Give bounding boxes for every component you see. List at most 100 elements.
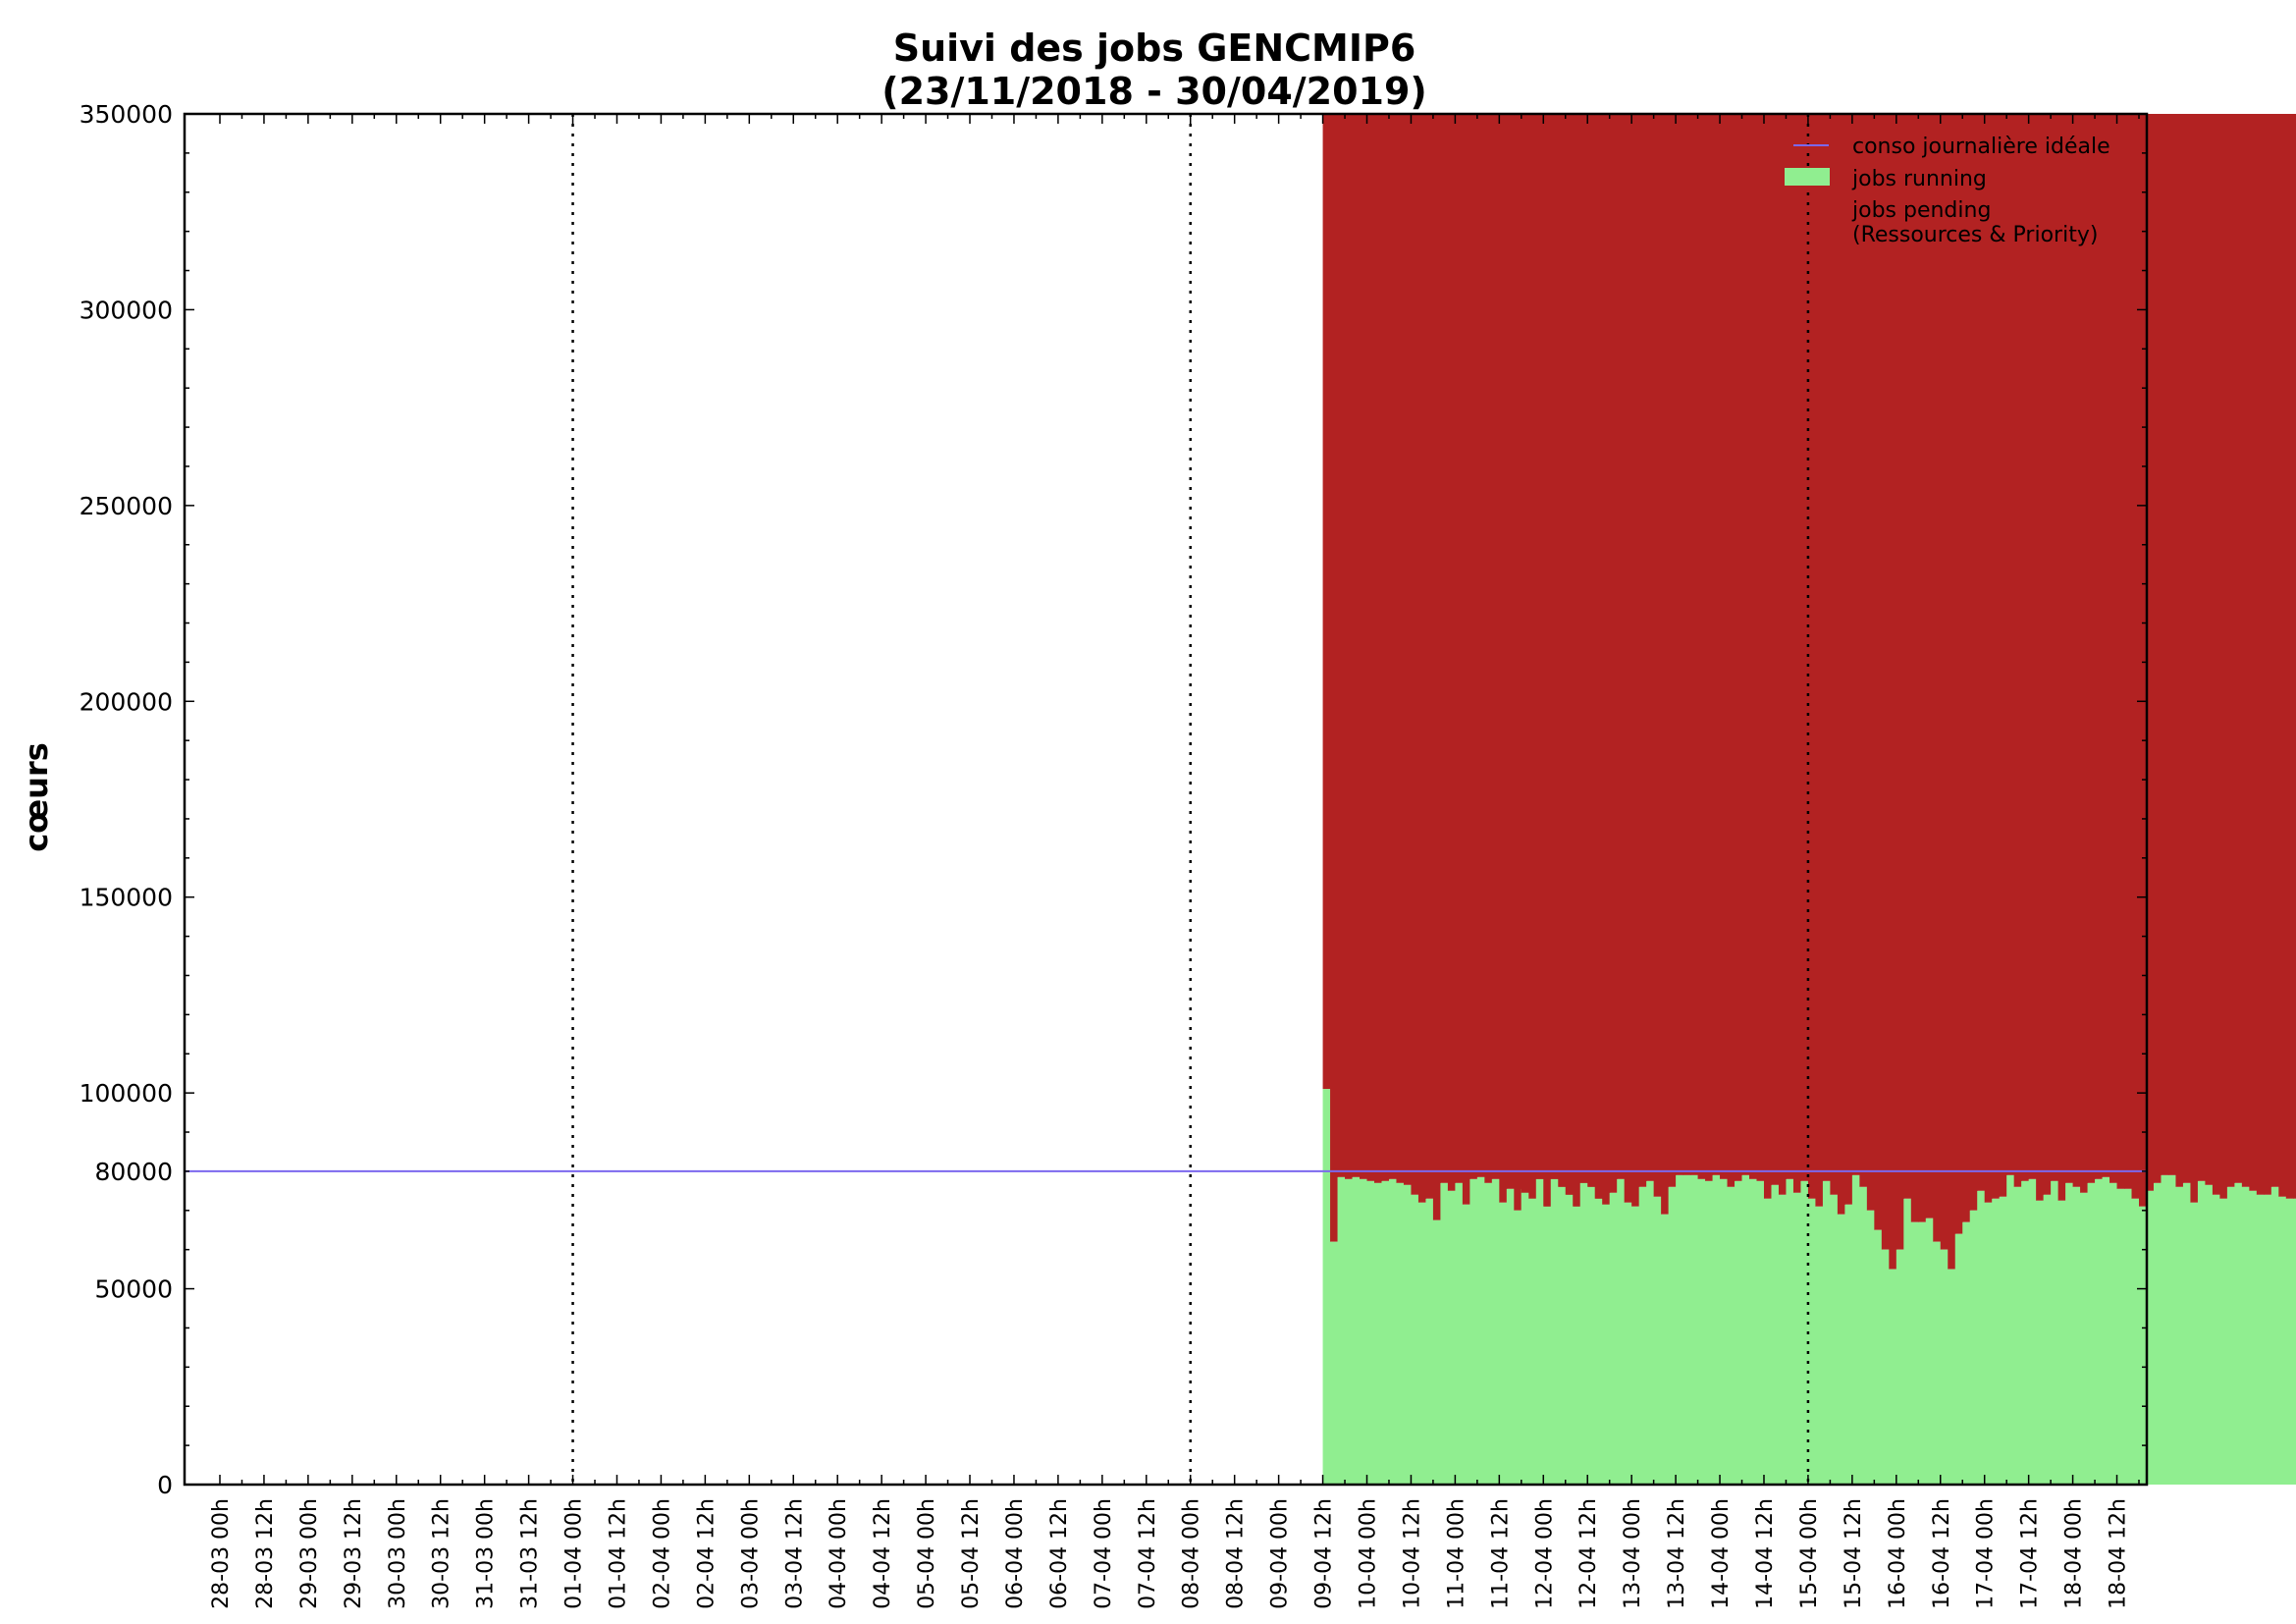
x-axis: 28-03 00h 28-03 12h 29-03 00h 29-03 12h 30-0… [209,114,2140,1609]
x-tick-label: 08-04 12h [1224,1498,1249,1609]
running-bar [1469,1178,1478,1485]
pending-bar [2080,114,2089,1193]
running-bar [1653,1196,1662,1485]
running-bar [1962,1221,1971,1485]
running-bar [2270,1186,2279,1485]
running-bar [1587,1186,1596,1485]
pending-bar [2124,114,2133,1189]
pending-bar [2065,114,2074,1183]
pending-bar [1844,114,1853,1205]
pending-bar [2146,114,2155,1191]
pending-bar [2234,114,2243,1183]
y-tick-label: 300000 [80,296,173,324]
x-tick-label: 06-04 12h [1047,1498,1072,1609]
running-bar [2293,1198,2296,1485]
running-bar [1506,1188,1515,1485]
x-tick-label: 07-04 00h [1092,1498,1116,1609]
legend-label-ideal: conso journalière idéale [1852,135,2110,159]
running-bar [1948,1269,1956,1485]
running-bar [1535,1178,1544,1485]
pending-bar [2043,114,2052,1195]
x-tick-label: 13-04 12h [1665,1498,1689,1609]
running-bar [1352,1176,1361,1485]
pending-bar [1425,114,1434,1199]
x-tick-label: 05-04 00h [915,1498,939,1609]
running-bar [1977,1190,1986,1485]
pending-bar [2109,114,2118,1183]
running-bar [1631,1206,1640,1485]
running-bar [1720,1178,1729,1485]
running-bar [1491,1178,1500,1485]
y-tick-label: 250000 [80,492,173,520]
pending-bar [1830,114,1839,1195]
pending-bar [1756,114,1765,1181]
running-bar [2175,1186,2184,1485]
x-tick-label: 13-04 00h [1621,1498,1645,1609]
pending-bar [1999,114,2007,1197]
pending-bar [1602,114,1611,1205]
pending-bar [2256,114,2265,1195]
x-tick-label: 11-04 00h [1444,1498,1468,1609]
pending-bar [2036,114,2045,1201]
pending-bar [2264,114,2272,1195]
pending-bar [1411,114,1419,1195]
running-bar [1690,1174,1699,1485]
pending-bar [2190,114,2199,1203]
pending-bar [1579,114,1588,1183]
running-bar [1697,1178,1706,1485]
running-bar [1609,1192,1618,1485]
running-bar [1999,1196,2007,1485]
legend-swatch-running [1785,168,1830,186]
pending-bar [1609,114,1618,1193]
running-bar [1682,1174,1691,1485]
y-axis: 0 50000 80000 100000 150000 200000 250000 30000… [80,100,2147,1499]
running-bar [1403,1184,1413,1485]
pending-bar [1638,114,1647,1187]
running-bar [1792,1192,1802,1485]
x-tick-label: 29-03 00h [297,1498,322,1609]
pending-bar [1837,114,1845,1215]
running-bar [1579,1182,1588,1485]
running-bar [1874,1229,1883,1485]
pending-bar [2013,114,2022,1187]
running-bar [2146,1190,2155,1485]
x-tick-label: 04-04 12h [871,1498,895,1609]
running-bar [1322,1089,1331,1485]
pending-bar [1499,114,1508,1203]
pending-bar [2175,114,2184,1187]
running-bar [2241,1186,2250,1485]
running-bar [1807,1198,1817,1485]
running-bar [1558,1186,1567,1485]
running-bar [2043,1194,2052,1485]
x-tick-label: 03-04 12h [782,1498,807,1609]
running-bar [2051,1180,2059,1485]
pending-bar [1388,114,1398,1179]
running-bar [1528,1198,1537,1485]
pending-bar [1352,114,1361,1177]
pending-bar [1778,114,1788,1195]
pending-bar [1432,114,1442,1220]
pending-bar [1962,114,1971,1222]
running-bar [2131,1198,2140,1485]
pending-bar [1594,114,1603,1199]
pending-bar [1697,114,1706,1179]
running-bar [1735,1180,1743,1485]
running-bar [2153,1182,2163,1485]
pending-bar [1682,114,1691,1175]
pending-bar [1874,114,1883,1230]
x-tick-label: 30-03 00h [386,1498,410,1609]
x-tick-label: 31-03 12h [518,1498,543,1609]
running-bar [2234,1182,2243,1485]
running-bar [2219,1198,2228,1485]
x-tick-label: 11-04 12h [1488,1498,1513,1609]
x-tick-label: 15-04 00h [1797,1498,1822,1609]
x-tick-label: 02-04 12h [694,1498,719,1609]
x-tick-label: 14-04 12h [1753,1498,1778,1609]
running-bar [2072,1186,2081,1485]
pending-bar [1322,114,1331,1090]
plot-frame [183,112,2149,1487]
running-bar [1903,1198,1912,1485]
pending-bar [1476,114,1485,1177]
running-bar [1822,1180,1832,1485]
running-bar [1381,1180,1390,1485]
